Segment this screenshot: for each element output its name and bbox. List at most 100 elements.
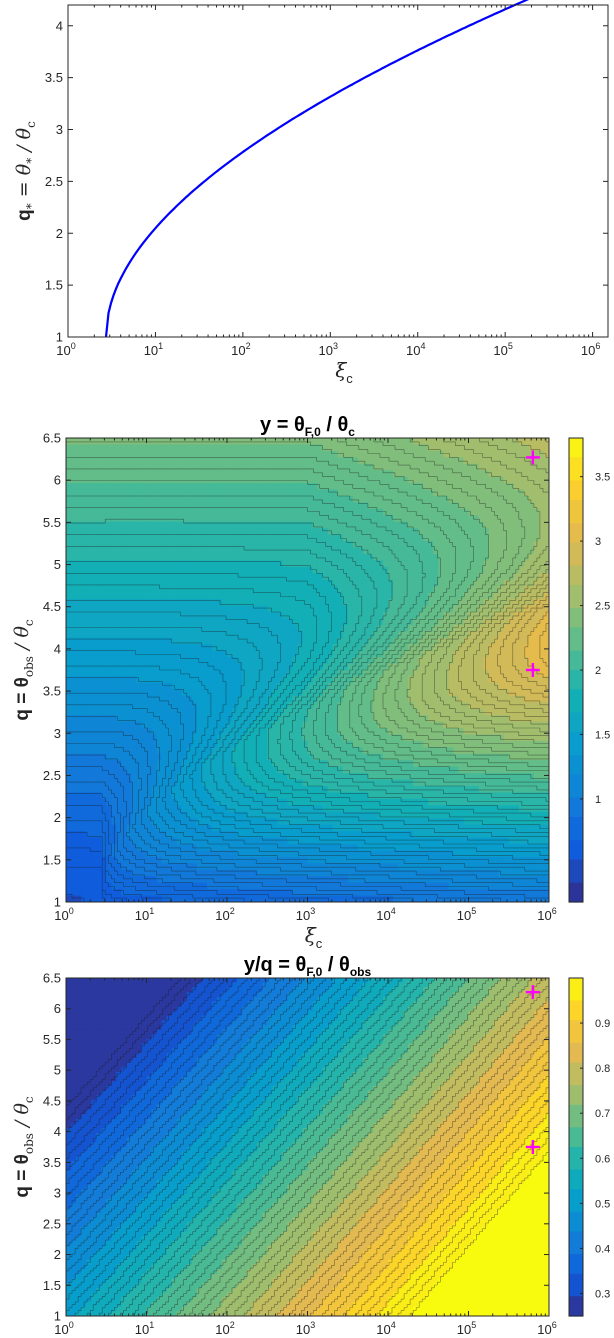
heatmap-cell xyxy=(408,618,414,626)
heatmap-cell xyxy=(287,605,294,613)
heatmap-cell xyxy=(252,528,258,536)
heatmap-cell xyxy=(473,728,480,736)
heatmap-cell xyxy=(408,592,414,600)
heatmap-cell xyxy=(337,753,344,761)
heatmap-cell xyxy=(81,508,87,516)
heatmap-cell xyxy=(443,521,449,529)
heatmap-cell xyxy=(473,644,480,652)
heatmap-cell xyxy=(327,521,334,529)
heatmap-cell xyxy=(498,489,505,497)
heatmap-cell xyxy=(337,612,344,620)
heatmap-cell xyxy=(478,682,485,690)
heatmap-cell xyxy=(116,444,122,452)
heatmap-cell xyxy=(242,702,248,710)
heatmap-cell xyxy=(332,676,339,684)
heatmap-cell xyxy=(181,592,188,600)
heatmap-cell xyxy=(362,470,369,478)
heatmap-cell xyxy=(237,554,243,562)
heatmap-cell xyxy=(463,657,470,665)
heatmap-cell xyxy=(66,695,72,703)
heatmap-cell xyxy=(277,624,283,632)
heatmap-cell xyxy=(357,753,364,761)
heatmap-cell xyxy=(438,515,444,523)
heatmap-cell xyxy=(161,605,168,613)
heatmap-cell xyxy=(116,599,122,607)
heatmap-cell xyxy=(242,740,248,748)
heatmap-cell xyxy=(423,599,429,607)
heatmap-cell xyxy=(91,631,97,639)
heatmap-cell xyxy=(126,740,133,748)
heatmap-cell xyxy=(101,566,107,574)
heatmap-cell xyxy=(312,657,319,665)
heatmap-cell xyxy=(237,579,243,587)
heatmap-cell xyxy=(297,637,304,645)
heatmap-cell xyxy=(388,624,394,632)
heatmap-cell xyxy=(106,496,112,504)
heatmap-cell xyxy=(483,496,490,504)
heatmap-cell xyxy=(377,734,384,742)
heatmap-cell xyxy=(151,708,158,716)
heatmap-cell xyxy=(176,528,183,536)
heatmap-cell xyxy=(86,483,92,491)
heatmap-cell xyxy=(453,631,460,639)
heatmap-cell xyxy=(493,476,500,484)
heatmap-cell xyxy=(382,470,389,478)
heatmap-cell xyxy=(227,444,233,452)
heatmap-cell xyxy=(347,695,354,703)
heatmap-cell xyxy=(76,682,82,690)
heatmap-cell xyxy=(221,496,228,504)
heatmap-cell xyxy=(176,541,183,549)
heatmap-cell xyxy=(367,573,374,581)
heatmap-cell xyxy=(523,502,530,510)
heatmap-cell xyxy=(71,534,77,542)
heatmap-cell xyxy=(518,534,525,542)
heatmap-cell xyxy=(317,624,324,632)
heatmap-cell xyxy=(518,547,525,555)
heatmap-cell xyxy=(463,476,470,484)
heatmap-cell xyxy=(146,760,153,768)
heatmap-cell xyxy=(332,566,339,574)
heatmap-cell xyxy=(267,670,273,678)
heatmap-cell xyxy=(76,450,82,458)
heatmap-cell xyxy=(141,689,148,697)
heatmap-cell xyxy=(161,728,168,736)
heatmap-cell xyxy=(191,573,198,581)
heatmap-cell xyxy=(232,618,238,626)
heatmap-cell xyxy=(408,734,414,742)
heatmap-cell xyxy=(347,457,354,465)
heatmap-cell xyxy=(463,650,470,658)
heatmap-cell xyxy=(312,721,319,729)
heatmap-cell xyxy=(232,605,238,613)
heatmap-cell xyxy=(543,612,549,620)
heatmap-cell xyxy=(131,657,138,665)
heatmap-cell xyxy=(418,566,424,574)
heatmap-cell xyxy=(523,637,530,645)
heatmap-cell xyxy=(191,438,198,446)
heatmap-cell xyxy=(86,560,92,568)
heatmap-cell xyxy=(372,689,379,697)
heatmap-cell xyxy=(428,457,434,465)
heatmap-cell xyxy=(322,612,329,620)
heatmap-cell xyxy=(86,695,92,703)
heatmap-cell xyxy=(498,612,505,620)
heatmap-cell xyxy=(292,592,299,600)
heatmap-cell xyxy=(96,702,102,710)
heatmap-cell xyxy=(121,547,127,555)
heatmap-cell xyxy=(141,470,148,478)
heatmap-cell xyxy=(161,515,168,523)
heatmap-cell xyxy=(398,605,404,613)
heatmap-cell xyxy=(206,476,213,484)
heatmap-cell xyxy=(428,554,434,562)
heatmap-cell xyxy=(498,528,505,536)
heatmap-cell xyxy=(71,573,77,581)
heatmap-cell xyxy=(493,728,500,736)
heatmap-cell xyxy=(151,657,158,665)
heatmap-cell xyxy=(211,470,218,478)
heatmap-cell xyxy=(267,644,273,652)
heatmap-cell xyxy=(418,579,424,587)
heatmap-cell xyxy=(538,734,545,742)
heatmap-cell xyxy=(96,457,102,465)
heatmap-cell xyxy=(518,554,525,562)
heatmap-cell xyxy=(458,728,465,736)
heatmap-cell xyxy=(518,715,525,723)
